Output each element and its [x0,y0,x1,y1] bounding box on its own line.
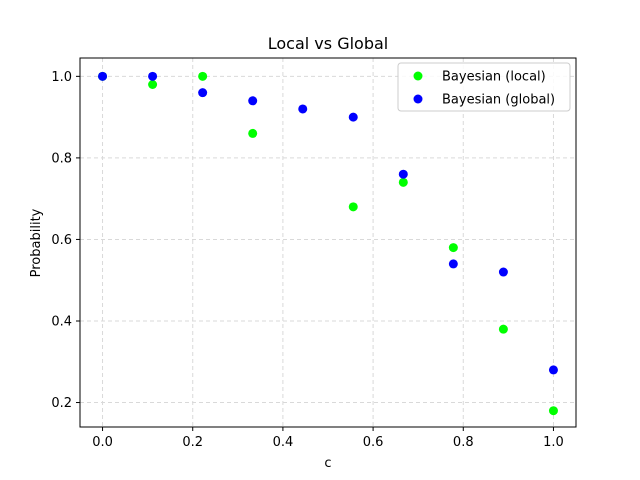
point-bayesian-global [248,96,258,106]
y-axis-label: Probability [29,208,44,277]
x-tick-label: 0.2 [182,435,203,450]
x-tick-label: 0.0 [92,435,113,450]
legend-marker [413,71,423,81]
point-bayesian-global [548,365,558,375]
x-tick-label: 0.8 [453,435,474,450]
y-axis-ticks: 0.2 0.4 0.6 0.8 1.0 [51,70,80,411]
point-bayesian-global [148,71,158,81]
x-axis-ticks: 0.0 0.2 0.4 0.6 0.8 1.0 [92,427,564,450]
x-axis-label: c [324,456,331,471]
point-bayesian-local [148,80,158,90]
point-bayesian-global [98,71,108,81]
y-tick-label: 0.4 [51,314,72,329]
y-tick-label: 0.6 [51,233,72,248]
point-bayesian-global [298,104,308,114]
point-bayesian-local [398,177,408,187]
point-bayesian-local [448,243,458,253]
point-bayesian-local [348,202,358,212]
point-bayesian-global [498,267,508,277]
point-bayesian-global [348,112,358,122]
point-bayesian-global [448,259,458,269]
legend-marker [413,94,423,104]
legend-entry: Bayesian (local) [442,70,546,85]
grid [80,58,576,427]
point-bayesian-local [198,71,208,81]
x-tick-label: 0.4 [273,435,294,450]
point-bayesian-global [198,88,208,98]
legend: Bayesian (local) Bayesian (global) [397,62,571,112]
chart-title: Local vs Global [268,34,388,53]
point-bayesian-local [548,406,558,416]
x-tick-label: 0.6 [363,435,384,450]
data-points [98,71,558,416]
y-tick-label: 1.0 [51,70,72,85]
point-bayesian-global [398,169,408,179]
plot-frame [79,57,577,428]
point-bayesian-local [248,128,258,138]
legend-entry: Bayesian (global) [442,93,555,108]
y-tick-label: 0.8 [51,151,72,166]
point-bayesian-local [498,324,508,334]
y-tick-label: 0.2 [51,396,72,411]
legend-box [397,62,571,112]
x-tick-label: 1.0 [543,435,564,450]
